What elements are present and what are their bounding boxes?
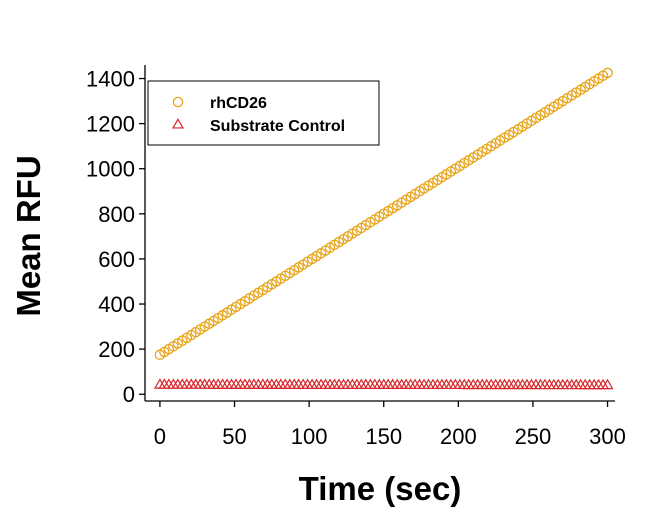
y-tick-label: 200: [98, 337, 135, 362]
legend: rhCD26 Substrate Control: [147, 80, 380, 146]
y-axis-ticks: 0 200 400 600 800 1000 1200 1400: [86, 67, 145, 407]
legend-label: Substrate Control: [210, 118, 345, 135]
legend-label: rhCD26: [210, 95, 267, 112]
y-tick-label: 1200: [86, 112, 135, 137]
y-tick-label: 1000: [86, 157, 135, 182]
data-points: [153, 67, 614, 390]
x-tick-label: 50: [222, 424, 246, 449]
x-axis-ticks: 0 50 100 150 200 250 300: [154, 401, 626, 449]
x-tick-label: 100: [291, 424, 328, 449]
data-point: [602, 67, 613, 79]
x-tick-label: 150: [365, 424, 402, 449]
x-tick-label: 300: [589, 424, 626, 449]
data-point: [601, 378, 614, 390]
y-tick-label: 400: [98, 292, 135, 317]
x-tick-label: 250: [515, 424, 552, 449]
x-axis-title: Time (sec): [299, 470, 462, 507]
y-tick-label: 0: [123, 382, 135, 407]
legend-box: [147, 80, 380, 146]
y-tick-label: 600: [98, 247, 135, 272]
x-tick-label: 0: [154, 424, 166, 449]
legend-marker: [171, 118, 185, 129]
y-axis-title: Mean RFU: [10, 155, 47, 316]
legend-marker: [172, 96, 184, 108]
series-triangle: [153, 378, 614, 390]
y-tick-label: 1400: [86, 67, 135, 92]
series-circle: [154, 67, 613, 361]
y-tick-label: 800: [98, 202, 135, 227]
x-tick-label: 200: [440, 424, 477, 449]
